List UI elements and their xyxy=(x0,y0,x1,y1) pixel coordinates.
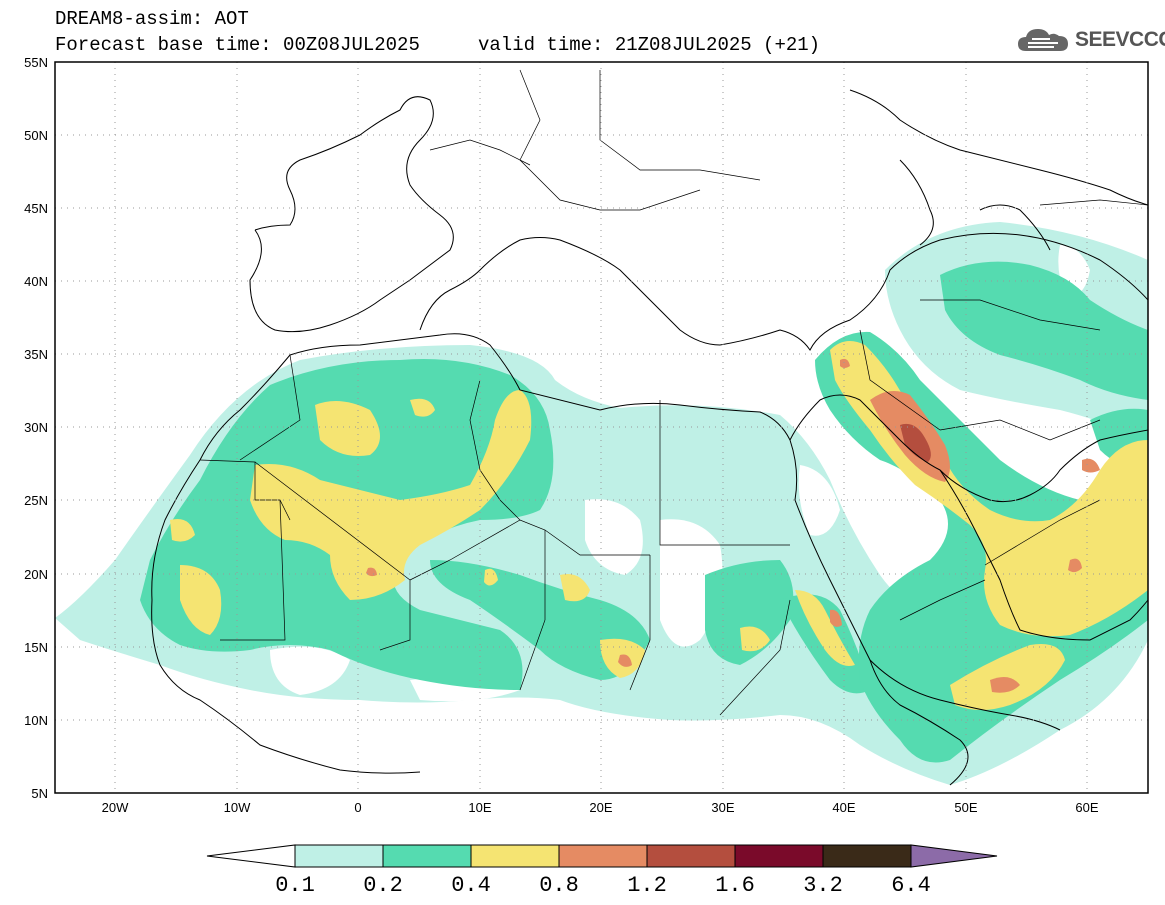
lat-label: 10N xyxy=(24,713,48,728)
colorbar-low-arrow xyxy=(206,844,296,868)
lon-label: 10W xyxy=(224,800,251,815)
logo-text: SEEVCCC xyxy=(1075,28,1165,51)
colorbar-segment xyxy=(470,844,560,868)
colorbar-label: 3.2 xyxy=(803,873,843,898)
lat-label: 25N xyxy=(24,493,48,508)
colorbar-label: 1.6 xyxy=(715,873,755,898)
lat-label: 30N xyxy=(24,420,48,435)
map-frame xyxy=(54,61,1149,794)
colorbar-label: 0.8 xyxy=(539,873,579,898)
colorbar-segment xyxy=(558,844,648,868)
lon-label: 60E xyxy=(1075,800,1098,815)
colorbar-segment xyxy=(294,844,384,868)
colorbar: 0.1 0.2 0.4 0.8 1.2 1.6 3.2 6.4 xyxy=(206,844,998,898)
coastlines xyxy=(151,89,1148,786)
country-borders xyxy=(199,69,1148,716)
lat-lon-grid xyxy=(55,62,1148,793)
colorbar-segment xyxy=(734,844,824,868)
lon-labels: 20W 10W 0 10E 20E 30E 40E 50E 60E xyxy=(102,800,1099,815)
colorbar-label: 0.2 xyxy=(363,873,403,898)
lat-label: 5N xyxy=(31,786,48,801)
colorbar-label: 0.4 xyxy=(451,873,491,898)
lat-label: 15N xyxy=(24,640,48,655)
valid-time: valid time: 21Z08JUL2025 (+21) xyxy=(478,34,821,56)
seevccc-logo: SEEVCCC xyxy=(1016,22,1165,58)
lat-label: 45N xyxy=(24,201,48,216)
forecast-base-time: Forecast base time: 00Z08JUL2025 xyxy=(55,34,420,56)
colorbar-segment xyxy=(382,844,472,868)
lat-label: 35N xyxy=(24,347,48,362)
lat-label: 50N xyxy=(24,128,48,143)
lat-label: 55N xyxy=(24,55,48,70)
lat-label: 20N xyxy=(24,567,48,582)
cloud-icon xyxy=(1018,29,1068,51)
colorbar-label: 6.4 xyxy=(891,873,931,898)
lon-label: 20W xyxy=(102,800,129,815)
colorbar-high-arrow xyxy=(910,844,998,868)
lat-labels: 55N 50N 45N 40N 35N 30N 25N 20N 15N 10N … xyxy=(24,55,48,801)
colorbar-segment xyxy=(646,844,736,868)
aot-clear-areas xyxy=(270,245,1090,702)
aot-level-1-2 xyxy=(900,423,931,462)
lon-label: 10E xyxy=(468,800,491,815)
lon-label: 50E xyxy=(954,800,977,815)
lat-label: 40N xyxy=(24,274,48,289)
lon-label: 30E xyxy=(711,800,734,815)
map-title: DREAM8-assim: AOT xyxy=(55,8,249,30)
colorbar-label: 0.1 xyxy=(275,873,315,898)
lon-label: 0 xyxy=(354,800,361,815)
lon-label: 40E xyxy=(832,800,855,815)
colorbar-segment xyxy=(822,844,912,868)
colorbar-label: 1.2 xyxy=(627,873,667,898)
lon-label: 20E xyxy=(589,800,612,815)
